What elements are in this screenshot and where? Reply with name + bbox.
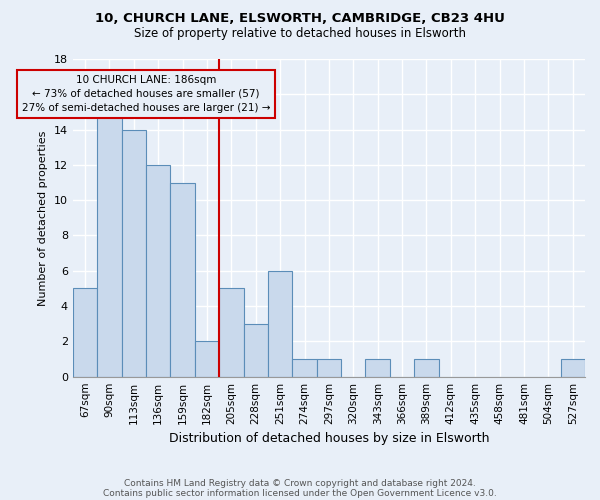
Y-axis label: Number of detached properties: Number of detached properties [38,130,48,306]
Bar [195,342,219,376]
Text: Contains public sector information licensed under the Open Government Licence v3: Contains public sector information licen… [103,488,497,498]
Text: 10 CHURCH LANE: 186sqm
← 73% of detached houses are smaller (57)
27% of semi-det: 10 CHURCH LANE: 186sqm ← 73% of detached… [22,75,270,113]
Bar [268,271,292,376]
Bar [317,359,341,376]
Bar [146,165,170,376]
Bar [219,288,244,376]
Bar [365,359,390,376]
Bar [560,359,585,376]
Bar [97,112,122,376]
Bar [414,359,439,376]
Bar [73,288,97,376]
Bar [292,359,317,376]
Bar [122,130,146,376]
Text: Size of property relative to detached houses in Elsworth: Size of property relative to detached ho… [134,28,466,40]
Text: Contains HM Land Registry data © Crown copyright and database right 2024.: Contains HM Land Registry data © Crown c… [124,478,476,488]
X-axis label: Distribution of detached houses by size in Elsworth: Distribution of detached houses by size … [169,432,489,445]
Bar [170,182,195,376]
Bar [244,324,268,376]
Text: 10, CHURCH LANE, ELSWORTH, CAMBRIDGE, CB23 4HU: 10, CHURCH LANE, ELSWORTH, CAMBRIDGE, CB… [95,12,505,26]
